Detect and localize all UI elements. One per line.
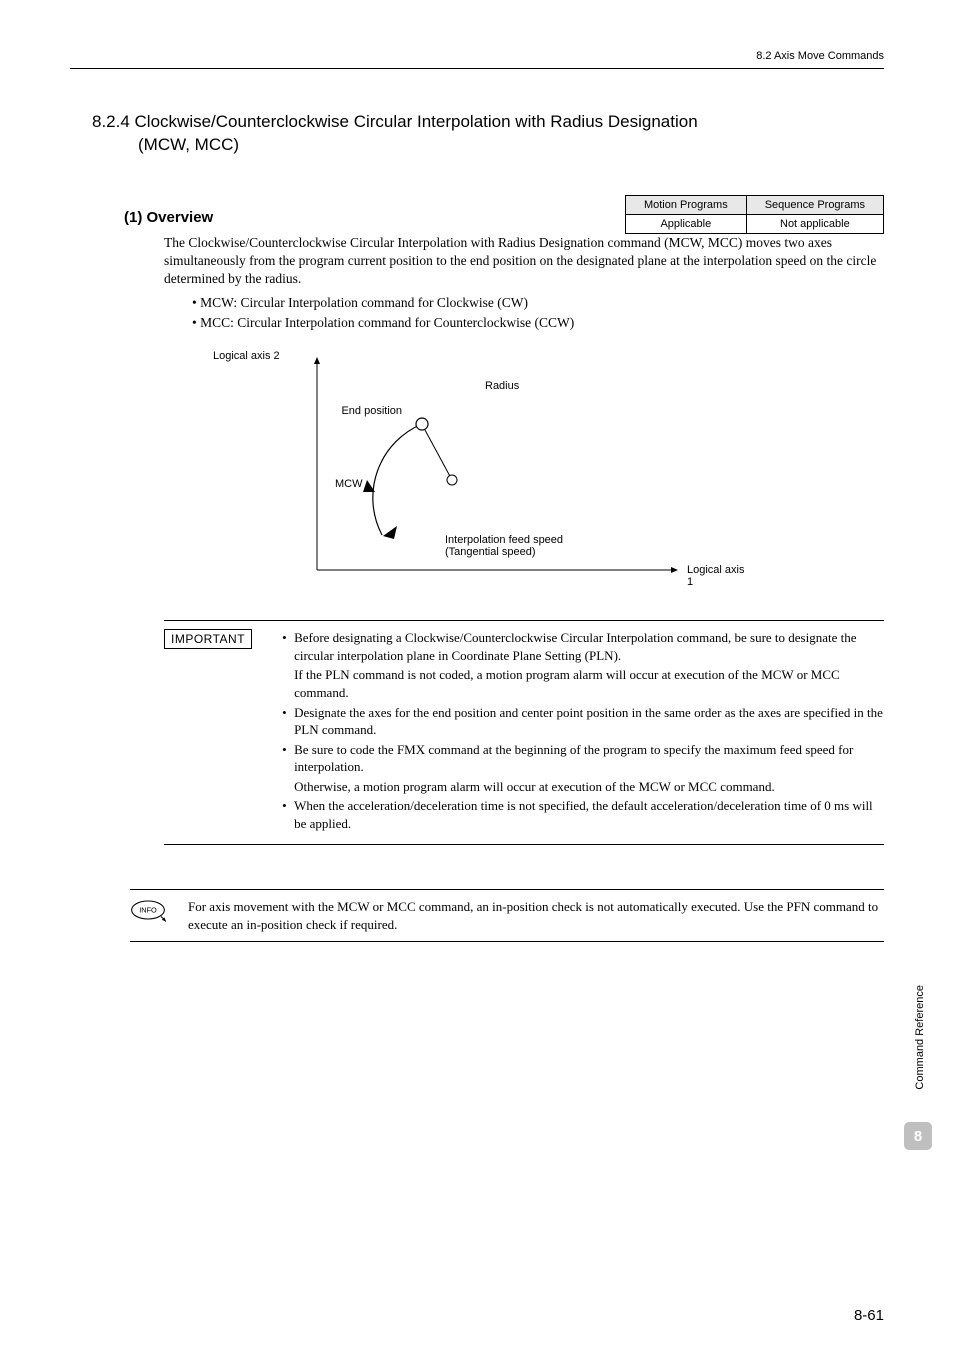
page-number: 8-61 — [854, 1307, 884, 1324]
diag-radius-label: Radius — [485, 380, 519, 392]
diag-feed-label: Interpolation feed speed (Tangential spe… — [445, 534, 563, 558]
section-title-line1: 8.2.4 Clockwise/Counterclockwise Circula… — [92, 112, 698, 131]
overview-bullet: MCC: Circular Interpolation command for … — [192, 313, 884, 334]
diag-x-axis-label: Logical axis 1 — [687, 564, 747, 588]
applic-col2-header: Sequence Programs — [746, 196, 883, 215]
svg-text:INFO: INFO — [139, 906, 157, 915]
section-title: 8.2.4 Clockwise/Counterclockwise Circula… — [92, 111, 884, 157]
applicability-table: Motion Programs Sequence Programs Applic… — [625, 195, 884, 234]
chapter-badge: 8 — [904, 1122, 932, 1150]
important-item: Be sure to code the FMX command at the b… — [282, 741, 884, 776]
applic-col1-header: Motion Programs — [625, 196, 746, 215]
important-item: Designate the axes for the end position … — [282, 704, 884, 739]
overview-paragraph: The Clockwise/Counterclockwise Circular … — [164, 234, 884, 289]
running-header: 8.2 Axis Move Commands — [756, 50, 884, 62]
side-section-label: Command Reference — [914, 985, 926, 1090]
overview-bullets: MCW: Circular Interpolation command for … — [192, 293, 884, 335]
info-icon: INFO — [130, 898, 166, 922]
header-rule — [70, 68, 884, 69]
section-title-line2: (MCW, MCC) — [138, 135, 239, 154]
important-item-sub: If the PLN command is not coded, a motio… — [282, 666, 884, 701]
important-item: When the acceleration/deceleration time … — [282, 797, 884, 832]
important-list: Before designating a Clockwise/Countercl… — [282, 629, 884, 834]
diag-mcw-label: MCW — [335, 478, 363, 490]
overview-bullet: MCW: Circular Interpolation command for … — [192, 293, 884, 314]
applic-col2-value: Not applicable — [746, 215, 883, 234]
applic-col1-value: Applicable — [625, 215, 746, 234]
important-label: IMPORTANT — [164, 629, 252, 649]
important-item-sub: Otherwise, a motion program alarm will o… — [282, 778, 884, 796]
diag-feed-label-l1: Interpolation feed speed — [445, 534, 563, 546]
important-item: Before designating a Clockwise/Countercl… — [282, 629, 884, 664]
diag-y-axis-label: Logical axis 2 — [213, 350, 280, 362]
info-block: INFO For axis movement with the MCW or M… — [130, 889, 884, 942]
important-block: IMPORTANT Before designating a Clockwise… — [164, 620, 884, 845]
interpolation-diagram: Logical axis 2 Logical axis 1 Radius End… — [207, 350, 747, 590]
info-text: For axis movement with the MCW or MCC co… — [188, 898, 884, 933]
diag-feed-label-l2: (Tangential speed) — [445, 546, 536, 558]
